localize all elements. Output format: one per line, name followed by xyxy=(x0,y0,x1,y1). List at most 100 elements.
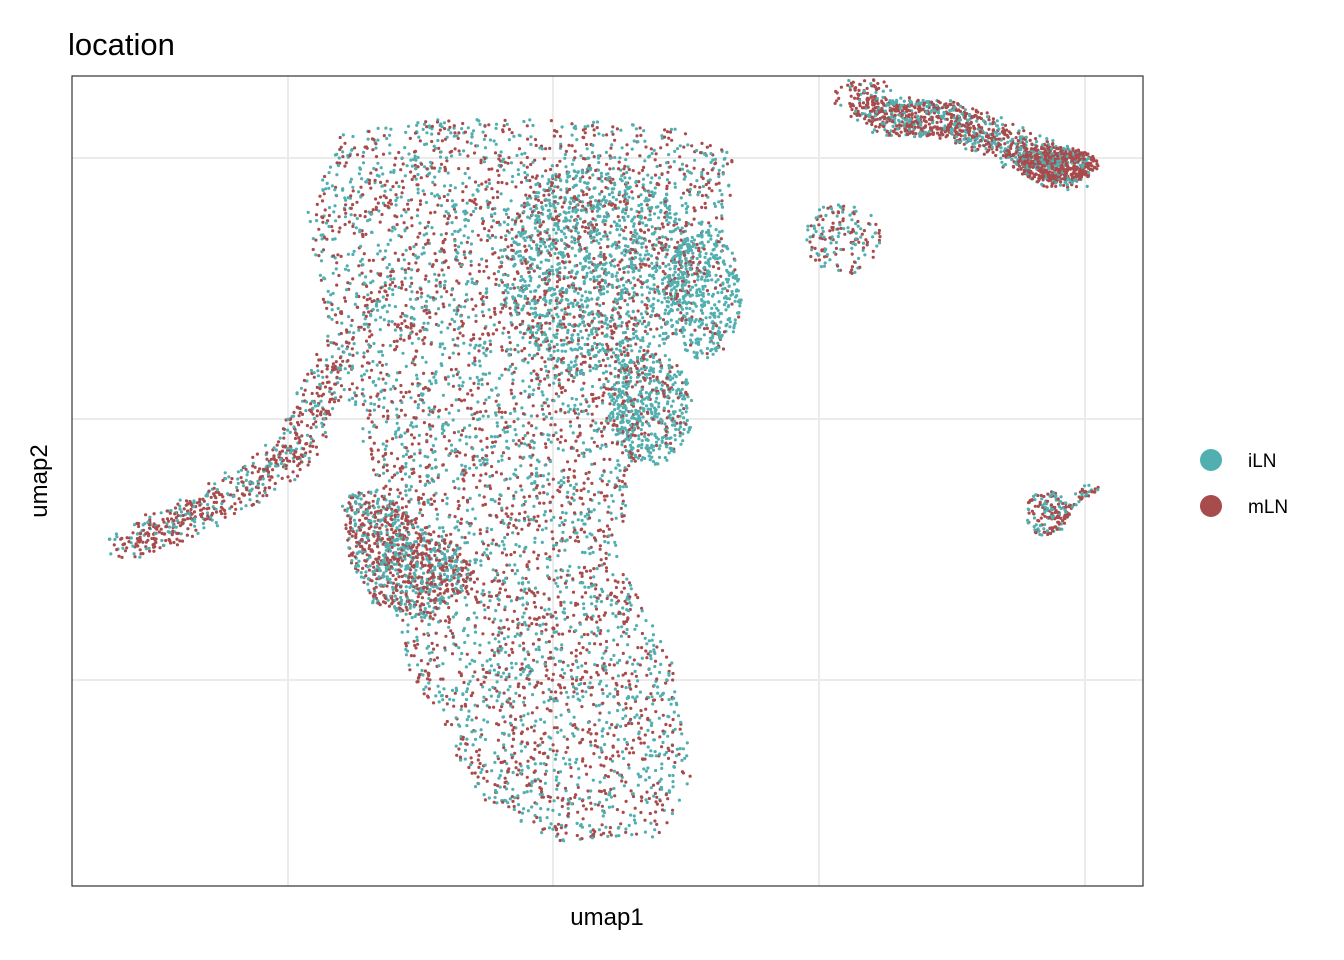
data-point-iln xyxy=(465,201,469,205)
data-point-mln xyxy=(443,214,447,218)
data-point-iln xyxy=(512,134,516,138)
data-point-mln xyxy=(510,512,514,516)
data-point-iln xyxy=(460,463,464,467)
data-point-mln xyxy=(598,547,602,551)
data-point-iln xyxy=(227,475,231,479)
data-point-mln xyxy=(526,266,530,270)
data-point-iln xyxy=(685,782,689,786)
data-point-mln xyxy=(633,806,637,810)
data-point-iln xyxy=(511,531,515,535)
data-point-iln xyxy=(644,391,649,395)
data-point-mln xyxy=(250,471,254,475)
data-point-mln xyxy=(634,832,639,836)
data-point-iln xyxy=(560,343,564,347)
data-point-mln xyxy=(457,149,461,153)
data-point-mln xyxy=(691,260,695,265)
data-point-iln xyxy=(613,540,617,545)
data-point-iln xyxy=(529,135,533,139)
data-point-iln xyxy=(459,742,463,746)
data-point-iln xyxy=(1040,497,1044,501)
data-point-mln xyxy=(371,148,375,152)
data-point-iln xyxy=(722,296,727,300)
data-point-mln xyxy=(553,610,558,614)
data-point-mln xyxy=(706,171,710,175)
data-point-iln xyxy=(877,241,882,245)
data-point-iln xyxy=(506,635,510,639)
data-point-iln xyxy=(661,235,665,239)
data-point-iln xyxy=(473,641,477,645)
data-point-iln xyxy=(384,381,388,385)
data-point-iln xyxy=(468,662,472,666)
data-point-iln xyxy=(730,289,734,294)
data-point-iln xyxy=(657,405,661,409)
data-point-iln xyxy=(673,270,677,274)
data-point-mln xyxy=(542,491,546,495)
data-point-mln xyxy=(486,605,490,610)
data-point-mln xyxy=(355,386,359,390)
data-point-mln xyxy=(377,404,381,408)
data-point-mln xyxy=(506,514,510,519)
data-point-mln xyxy=(856,219,860,224)
data-point-mln xyxy=(854,106,858,110)
data-point-iln xyxy=(520,503,525,507)
data-point-iln xyxy=(649,654,653,658)
data-point-mln xyxy=(426,238,430,242)
data-point-iln xyxy=(433,272,437,276)
data-point-iln xyxy=(580,336,585,340)
data-point-iln xyxy=(629,207,633,211)
data-point-mln xyxy=(541,691,545,695)
data-point-iln xyxy=(696,337,700,341)
data-point-iln xyxy=(554,178,558,182)
data-point-mln xyxy=(695,242,699,247)
data-point-iln xyxy=(540,404,544,408)
data-point-mln xyxy=(148,518,152,522)
data-point-mln xyxy=(1028,138,1032,142)
data-point-mln xyxy=(581,275,586,279)
data-point-iln xyxy=(469,242,473,246)
data-point-mln xyxy=(849,104,853,108)
data-point-mln xyxy=(474,202,478,206)
data-point-mln xyxy=(503,588,508,592)
data-point-iln xyxy=(618,469,622,473)
data-point-iln xyxy=(479,770,483,775)
data-point-mln xyxy=(583,247,587,251)
data-point-mln xyxy=(469,263,473,267)
data-point-mln xyxy=(583,355,587,359)
data-point-iln xyxy=(608,364,612,368)
data-point-mln xyxy=(877,231,881,235)
data-point-iln xyxy=(730,251,734,255)
data-point-mln xyxy=(136,539,140,543)
data-point-mln xyxy=(541,740,545,744)
data-point-mln xyxy=(148,549,152,553)
data-point-iln xyxy=(631,695,635,699)
data-point-mln xyxy=(423,669,427,673)
data-point-mln xyxy=(355,200,359,204)
data-point-iln xyxy=(354,226,358,230)
data-point-iln xyxy=(159,511,163,515)
data-point-mln xyxy=(670,743,675,748)
data-point-iln xyxy=(396,518,400,522)
data-point-iln xyxy=(699,337,703,341)
data-point-mln xyxy=(647,264,651,268)
data-point-iln xyxy=(450,221,454,225)
data-point-mln xyxy=(212,486,216,490)
data-point-iln xyxy=(559,713,563,717)
data-point-iln xyxy=(620,146,624,150)
data-point-mln xyxy=(461,190,465,194)
data-point-mln xyxy=(410,177,414,182)
data-point-mln xyxy=(501,582,505,586)
data-point-iln xyxy=(853,270,857,274)
data-point-iln xyxy=(462,341,466,345)
data-point-mln xyxy=(591,828,595,832)
data-point-mln xyxy=(326,339,330,343)
data-point-iln xyxy=(304,409,308,413)
data-point-iln xyxy=(454,398,458,402)
data-point-iln xyxy=(597,241,601,245)
data-point-iln xyxy=(532,488,536,492)
data-point-mln xyxy=(426,695,430,699)
data-point-iln xyxy=(648,213,652,217)
data-point-iln xyxy=(347,398,351,402)
data-point-iln xyxy=(556,730,560,735)
data-point-mln xyxy=(534,197,538,201)
data-point-iln xyxy=(678,747,682,751)
